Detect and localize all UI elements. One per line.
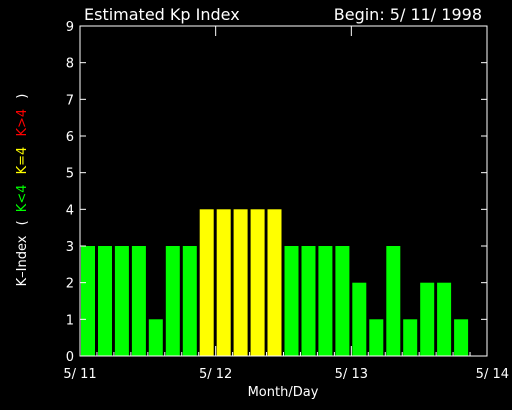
- kp-bar: [386, 246, 401, 356]
- y-tick-label: 2: [66, 277, 74, 292]
- x-axis-label: Month/Day: [248, 385, 319, 400]
- kp-bar: [352, 282, 367, 356]
- plot-area: 0 1 2 3 4 5 6 7 8 9 5/ 11 5/ 12 5/ 13 5/ 14: [63, 20, 509, 382]
- x-tick-label: 5/ 12: [199, 367, 232, 382]
- kp-bar: [284, 246, 299, 356]
- kp-bar: [199, 209, 214, 356]
- begin-date-label: Begin: 5/ 11/ 1998: [334, 5, 482, 24]
- y-tick-label: 5: [66, 167, 74, 182]
- kp-bar: [131, 246, 146, 356]
- kp-bar: [267, 209, 282, 356]
- x-tick-label: 5/ 14: [476, 367, 509, 382]
- y-ticks-group: 0 1 2 3 4 5 6 7 8 9: [66, 20, 487, 365]
- y-axis-label-mid: K=4: [15, 147, 30, 175]
- y-tick-label: 1: [66, 313, 74, 328]
- kp-bar: [318, 246, 333, 356]
- kp-bar: [403, 319, 418, 356]
- kp-bar: [335, 246, 350, 356]
- kp-bar: [250, 209, 265, 356]
- x-tick-label: 5/ 11: [63, 367, 96, 382]
- kp-bar: [114, 246, 129, 356]
- y-tick-label: 4: [66, 203, 74, 218]
- kp-bar: [233, 209, 248, 356]
- y-axis-label-low: K<4: [15, 185, 30, 213]
- y-tick-label: 6: [66, 130, 74, 145]
- kp-bar: [301, 246, 316, 356]
- kp-bar: [165, 246, 180, 356]
- chart-title: Estimated Kp Index: [84, 5, 240, 24]
- bars-group: [81, 209, 469, 356]
- y-tick-label: 0: [66, 350, 74, 365]
- y-axis-label-high: K>4: [15, 109, 30, 137]
- x-ticks-group: 5/ 11 5/ 12 5/ 13 5/ 14: [63, 26, 509, 382]
- kp-bar: [148, 319, 163, 356]
- y-tick-label: 7: [66, 93, 74, 108]
- kp-bar: [369, 319, 384, 356]
- y-axis-label: K–Index ( K<4 K=4 K>4 ): [15, 94, 30, 287]
- y-axis-label-close-paren: ): [15, 94, 30, 99]
- x-tick-label: 5/ 13: [335, 367, 368, 382]
- kp-bar: [98, 246, 112, 356]
- kp-bar: [437, 282, 452, 356]
- y-axis-label-open-paren: (: [15, 220, 30, 225]
- kp-bar: [454, 319, 469, 356]
- kp-bar: [182, 246, 197, 356]
- y-tick-label: 9: [66, 20, 74, 35]
- kp-bar: [216, 209, 231, 356]
- kp-bar: [81, 246, 95, 356]
- kp-bar: [420, 282, 435, 356]
- y-tick-label: 3: [66, 240, 74, 255]
- y-axis-label-prefix: K–Index: [15, 235, 30, 286]
- y-tick-label: 8: [66, 57, 74, 72]
